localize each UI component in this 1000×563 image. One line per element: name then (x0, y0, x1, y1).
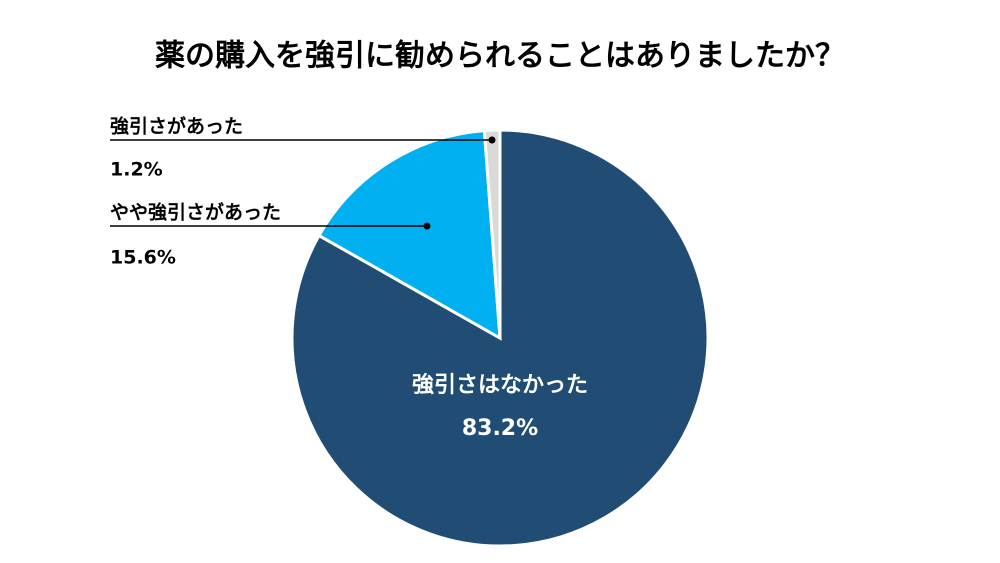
pie-slice (482, 128, 502, 339)
pie-slice (290, 128, 710, 548)
value-label: 1.2% (110, 159, 163, 181)
slice-label: やや強引さがあった (110, 201, 281, 224)
chart-title: 薬の購入を強引に勧められることはありましたか？ (155, 39, 845, 74)
leader-dot (488, 136, 496, 144)
pie-slice (316, 128, 502, 341)
value-label: 83.2% (462, 416, 538, 441)
value-label: 15.6% (110, 247, 176, 269)
slice-label: 強引さはなかった (412, 372, 588, 398)
slice-label: 強引さがあった (110, 115, 243, 138)
leader-dot (423, 222, 431, 230)
